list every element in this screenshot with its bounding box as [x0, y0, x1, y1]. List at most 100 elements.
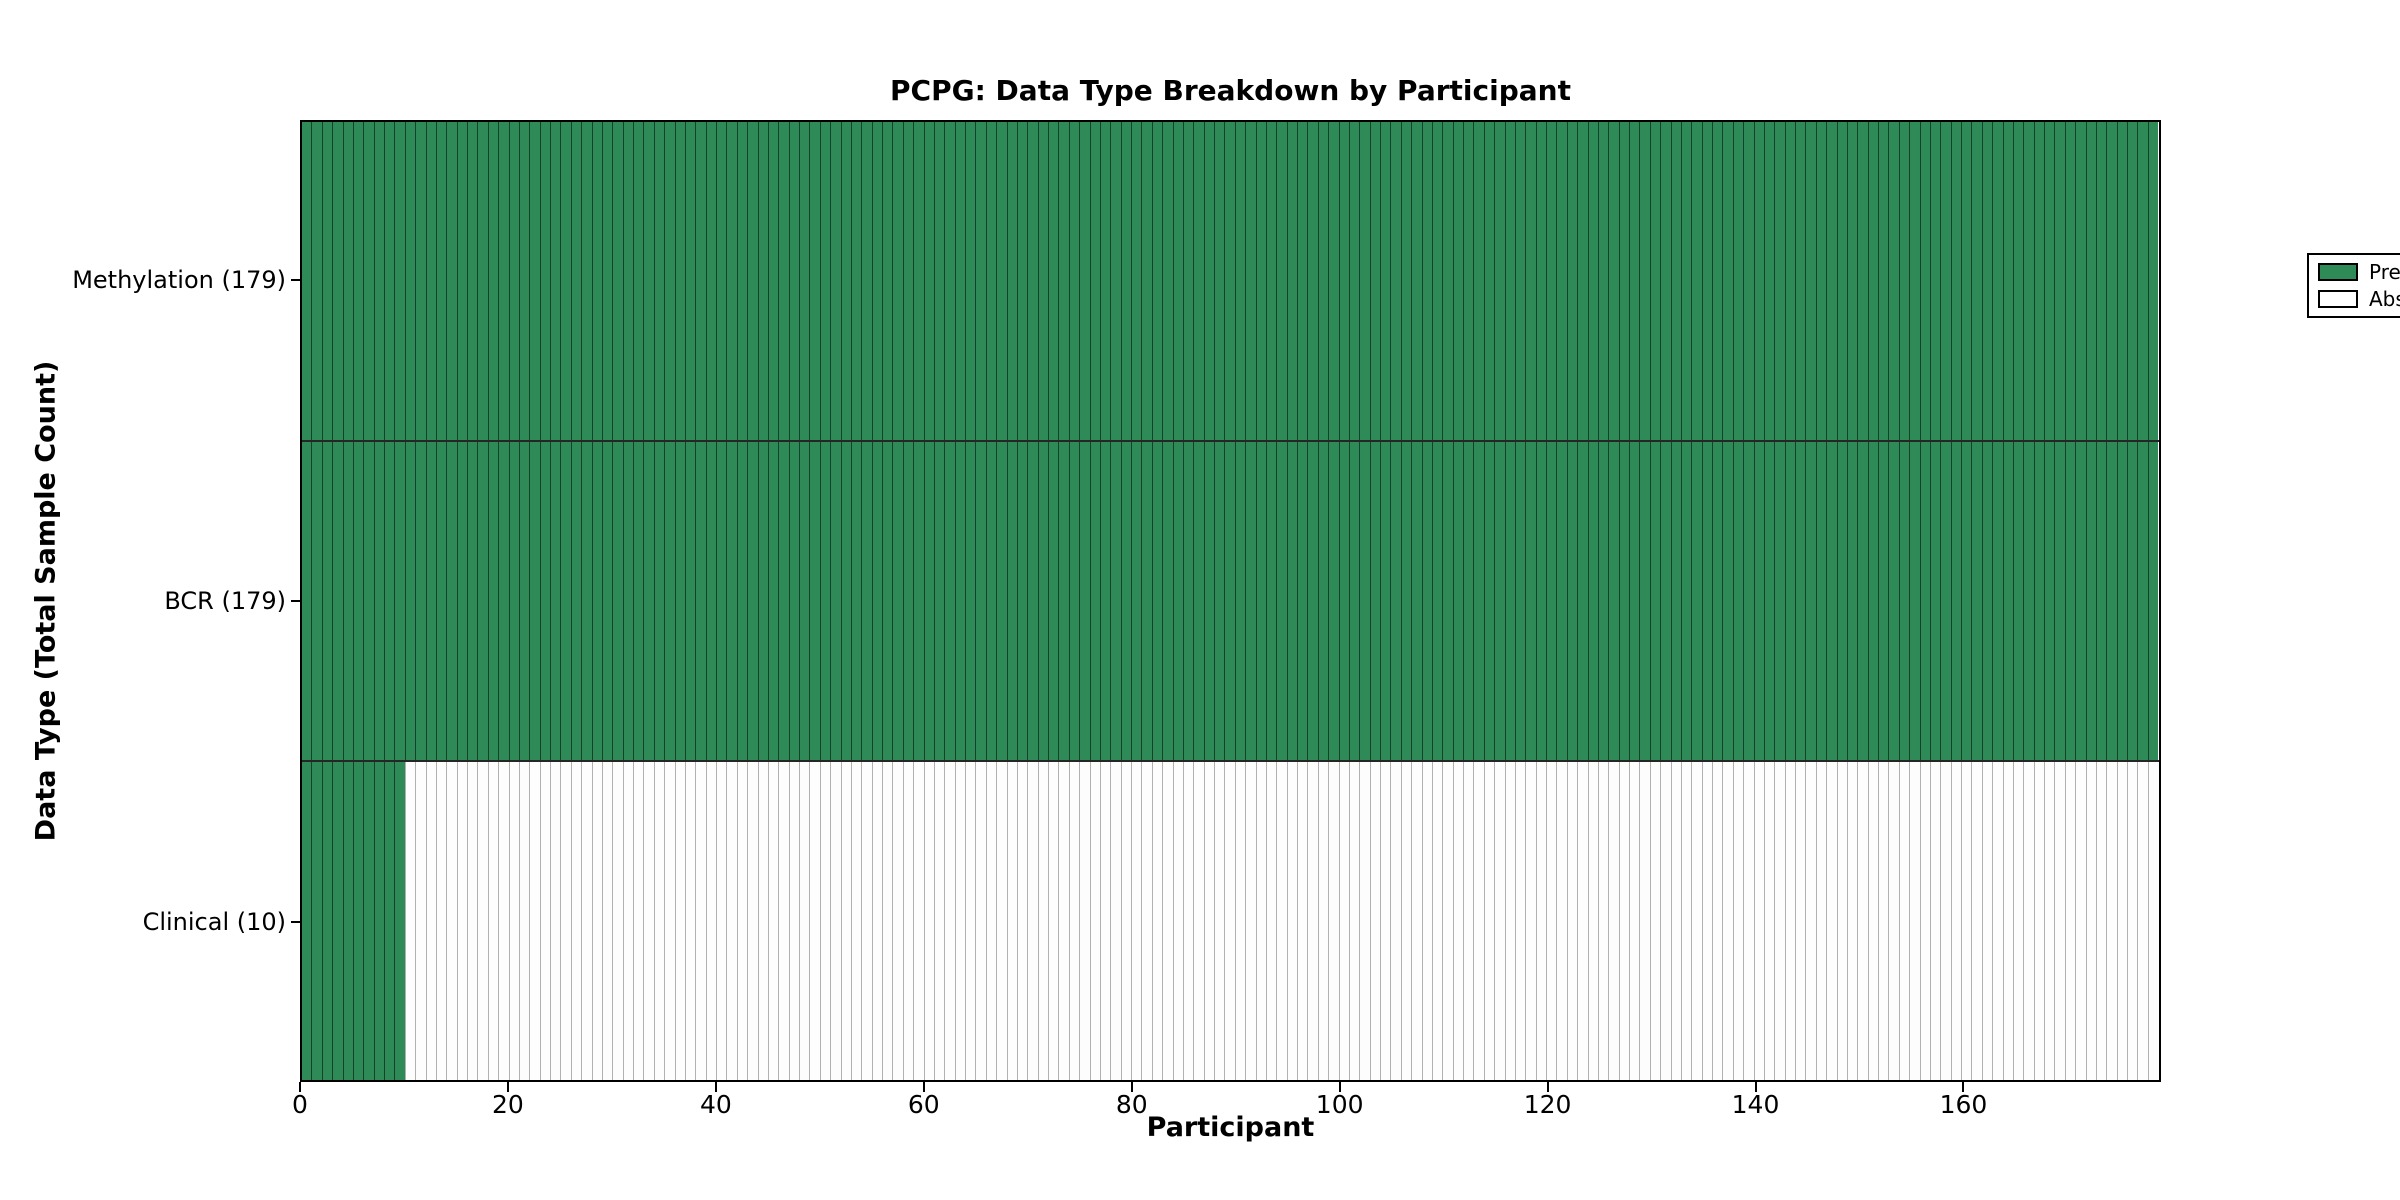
presence-cell: [819, 762, 831, 1080]
presence-cell: [1618, 442, 1629, 760]
presence-cell: [394, 762, 405, 1080]
presence-cell: [1141, 122, 1152, 440]
presence-cell: [2147, 442, 2159, 760]
presence-cell: [747, 762, 758, 1080]
presence-cell: [1691, 442, 1702, 760]
presence-cell: [1639, 122, 1650, 440]
presence-cell: [1172, 762, 1183, 1080]
presence-cell: [1784, 442, 1795, 760]
presence-cell: [581, 122, 592, 440]
presence-cell: [996, 762, 1007, 1080]
presence-cell: [850, 762, 862, 1080]
presence-cell: [1795, 122, 1806, 440]
presence-cell: [352, 122, 364, 440]
presence-cell: [1898, 122, 1910, 440]
presence-cell: [1494, 122, 1505, 440]
presence-cell: [1151, 442, 1163, 760]
presence-cell: [1878, 762, 1889, 1080]
presence-cell: [1338, 442, 1349, 760]
presence-cell: [767, 442, 779, 760]
presence-cell: [342, 122, 353, 440]
presence-cell: [747, 122, 758, 440]
presence-cell: [1971, 762, 1982, 1080]
presence-cell: [996, 442, 1007, 760]
presence-cell: [404, 122, 416, 440]
presence-cell: [778, 122, 789, 440]
presence-cell: [1929, 442, 1941, 760]
presence-cell: [1099, 442, 1111, 760]
presence-cell: [2002, 122, 2013, 440]
presence-cell: [684, 762, 696, 1080]
presence-cell: [1535, 122, 1546, 440]
presence-cell: [1846, 122, 1858, 440]
y-tick-label-clinical: Clinical (10): [142, 907, 286, 936]
presence-cell: [933, 122, 945, 440]
presence-cell: [1494, 762, 1505, 1080]
presence-cell: [2127, 122, 2138, 440]
presence-cell: [1473, 442, 1484, 760]
presence-cell: [529, 762, 540, 1080]
presence-cell: [487, 762, 499, 1080]
presence-cell: [1348, 122, 1360, 440]
presence-cell: [882, 442, 893, 760]
presence-cell: [1587, 762, 1598, 1080]
presence-cell: [384, 442, 395, 760]
presence-cell: [1245, 122, 1256, 440]
x-tick-mark: [506, 1082, 509, 1092]
presence-cell: [1224, 122, 1235, 440]
legend-label-absent: Absent: [2369, 287, 2400, 311]
presence-cell: [1981, 762, 1993, 1080]
presence-cell: [1774, 762, 1785, 1080]
presence-cell: [902, 442, 914, 760]
presence-cell: [1701, 122, 1712, 440]
presence-cell: [757, 762, 768, 1080]
presence-cell: [1504, 122, 1515, 440]
presence-cell: [1732, 122, 1744, 440]
presence-cell: [1089, 442, 1100, 760]
presence-cell: [1649, 442, 1661, 760]
presence-cell: [363, 762, 374, 1080]
presence-cell: [1442, 122, 1453, 440]
presence-cell: [1131, 442, 1142, 760]
presence-cell: [1722, 442, 1733, 760]
x-tick-mark: [1754, 1082, 1757, 1092]
presence-cell: [996, 122, 1007, 440]
presence-cell: [1577, 762, 1588, 1080]
presence-cell: [1514, 122, 1526, 440]
presence-cell: [1909, 122, 1920, 440]
presence-cell: [1286, 442, 1297, 760]
presence-cell: [539, 442, 550, 760]
presence-cell: [1836, 122, 1847, 440]
presence-cell: [2127, 762, 2138, 1080]
presence-cell: [1826, 442, 1837, 760]
presence-cell: [612, 762, 623, 1080]
presence-cell: [612, 442, 623, 760]
presence-cell: [882, 762, 893, 1080]
presence-cell: [373, 122, 384, 440]
presence-cell: [302, 762, 312, 1080]
presence-cell: [384, 122, 395, 440]
presence-cell: [2147, 762, 2159, 1080]
presence-cell: [1463, 762, 1474, 1080]
legend: Present Absent: [2307, 253, 2400, 318]
presence-cell: [321, 762, 333, 1080]
presence-cell: [1006, 762, 1017, 1080]
presence-cell: [1774, 442, 1785, 760]
presence-cell: [871, 442, 882, 760]
presence-cell: [1120, 122, 1131, 440]
presence-cell: [498, 442, 509, 760]
presence-cell: [1846, 442, 1858, 760]
presence-cell: [487, 442, 499, 760]
presence-cell: [985, 762, 997, 1080]
presence-cell: [643, 762, 654, 1080]
presence-cell: [1597, 442, 1609, 760]
presence-cell: [1400, 122, 1412, 440]
presence-cell: [2033, 762, 2044, 1080]
presence-cell: [726, 122, 737, 440]
legend-entry-absent: Absent: [2318, 289, 2400, 309]
presence-cell: [1546, 762, 1557, 1080]
presence-cell: [1297, 762, 1308, 1080]
presence-cell: [332, 122, 343, 440]
presence-cell: [394, 442, 405, 760]
